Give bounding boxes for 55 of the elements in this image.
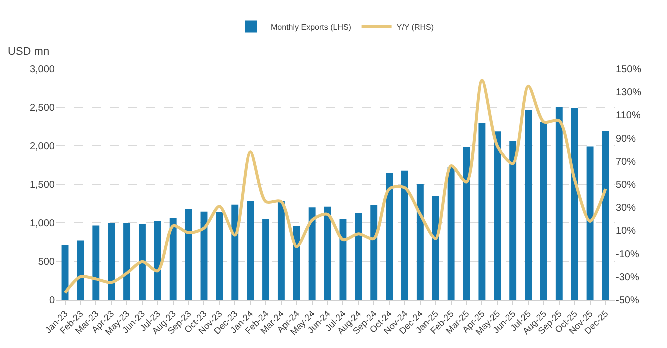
y2-tick-label: 50%: [616, 180, 636, 191]
y2-tick-label: 150%: [616, 64, 642, 76]
y2-tick-label: -50%: [616, 296, 640, 306]
y2-tick-label: -10%: [616, 249, 640, 260]
bar: [185, 209, 192, 300]
legend-label: Monthly Exports (LHS): [271, 22, 352, 32]
y-tick-label: 2,000: [30, 142, 56, 152]
y2-tick-label: 10%: [616, 226, 636, 238]
bar: [494, 132, 502, 300]
bar: [463, 148, 470, 300]
y2-tick-label: 130%: [616, 88, 642, 99]
bar: [432, 196, 440, 300]
y-tick-label: 0: [49, 296, 56, 306]
y2-tick-label: 30%: [616, 203, 636, 214]
bar: [324, 206, 332, 300]
bar: [170, 218, 177, 300]
bar: [77, 240, 84, 300]
bar: [586, 146, 594, 300]
y2-tick-label: 70%: [616, 156, 636, 168]
bar: [602, 131, 610, 300]
bar: [154, 221, 162, 300]
bar: [216, 212, 224, 300]
bar: [571, 108, 578, 300]
bar: [108, 223, 116, 300]
bar: [370, 205, 378, 300]
bar: [416, 184, 424, 300]
y-tick-label: 500: [38, 257, 56, 268]
line-series: [64, 79, 608, 295]
y-tick-label: 1,500: [30, 180, 56, 191]
bar: [308, 208, 316, 300]
bar: [540, 122, 548, 300]
bar: [355, 212, 362, 300]
bar: [92, 226, 100, 300]
legend-label: Y/Y (RHS): [396, 22, 434, 32]
bar: [124, 223, 131, 300]
y-tick-label: 2,500: [30, 103, 56, 114]
y2-tick-label: 90%: [616, 134, 636, 145]
bar: [139, 224, 146, 300]
bar: [448, 168, 455, 300]
bar: [386, 172, 394, 300]
bar: [525, 110, 532, 300]
bar: [556, 106, 563, 300]
bar: [478, 123, 486, 300]
y-tick-label: 3,000: [30, 64, 56, 76]
y-axis-title: USD mn: [8, 46, 50, 58]
bar: [262, 220, 270, 300]
y2-tick-label: 110%: [616, 110, 641, 122]
y2-tick-label: -30%: [616, 272, 640, 284]
bar: [510, 141, 517, 300]
y-tick-label: 1,000: [30, 218, 56, 230]
bar: [293, 226, 300, 300]
bar: [278, 201, 285, 300]
bar: [247, 201, 254, 300]
bar: [402, 170, 408, 300]
bar: [232, 204, 239, 300]
